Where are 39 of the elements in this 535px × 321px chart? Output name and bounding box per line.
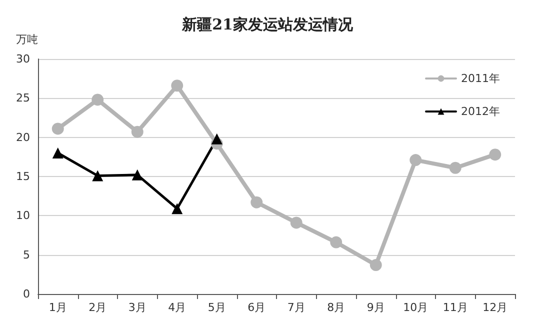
y-tick-label: 30 — [16, 52, 30, 66]
y-tick-label: 25 — [16, 92, 30, 105]
x-tick-label: 8月 — [327, 301, 346, 314]
x-tick-label: 12月 — [482, 301, 508, 314]
point — [250, 196, 263, 208]
x-tick-label: 5月 — [208, 301, 226, 314]
point — [489, 148, 502, 161]
point — [132, 169, 143, 180]
point — [131, 126, 144, 138]
point — [410, 154, 422, 166]
y-tick-label: 20 — [16, 130, 30, 144]
point — [92, 170, 104, 182]
x-tick-label: 3月 — [128, 301, 146, 314]
y-tick-label: 5 — [23, 248, 30, 262]
point — [171, 80, 184, 92]
y-tick-label: 0 — [23, 288, 30, 300]
x-tick-label: 9月 — [366, 301, 385, 314]
point — [211, 133, 222, 144]
chart-title: 新疆21家发运站发运情况 — [181, 16, 354, 34]
x-tick-label: 1月 — [48, 301, 67, 314]
point — [449, 162, 462, 174]
point — [172, 203, 183, 214]
point — [92, 94, 104, 106]
point — [290, 216, 302, 229]
x-tick-label: 10月 — [403, 301, 428, 314]
x-tick-label: 4月 — [168, 301, 186, 314]
point — [370, 259, 382, 272]
point — [52, 148, 64, 158]
x-tick-label: 2月 — [88, 301, 107, 314]
x-tick-label: 7月 — [287, 301, 306, 314]
legend-label: 2012年 — [461, 105, 500, 118]
y-tick-label: 15 — [16, 170, 30, 183]
point — [52, 122, 64, 135]
x-tick-label: 6月 — [248, 301, 266, 314]
legend-label: 2011年 — [461, 72, 500, 85]
y-axis-title: 万吨 — [16, 33, 38, 46]
point — [330, 236, 342, 248]
x-tick-label: 11月 — [442, 301, 468, 314]
y-tick-label: 10 — [16, 209, 30, 222]
